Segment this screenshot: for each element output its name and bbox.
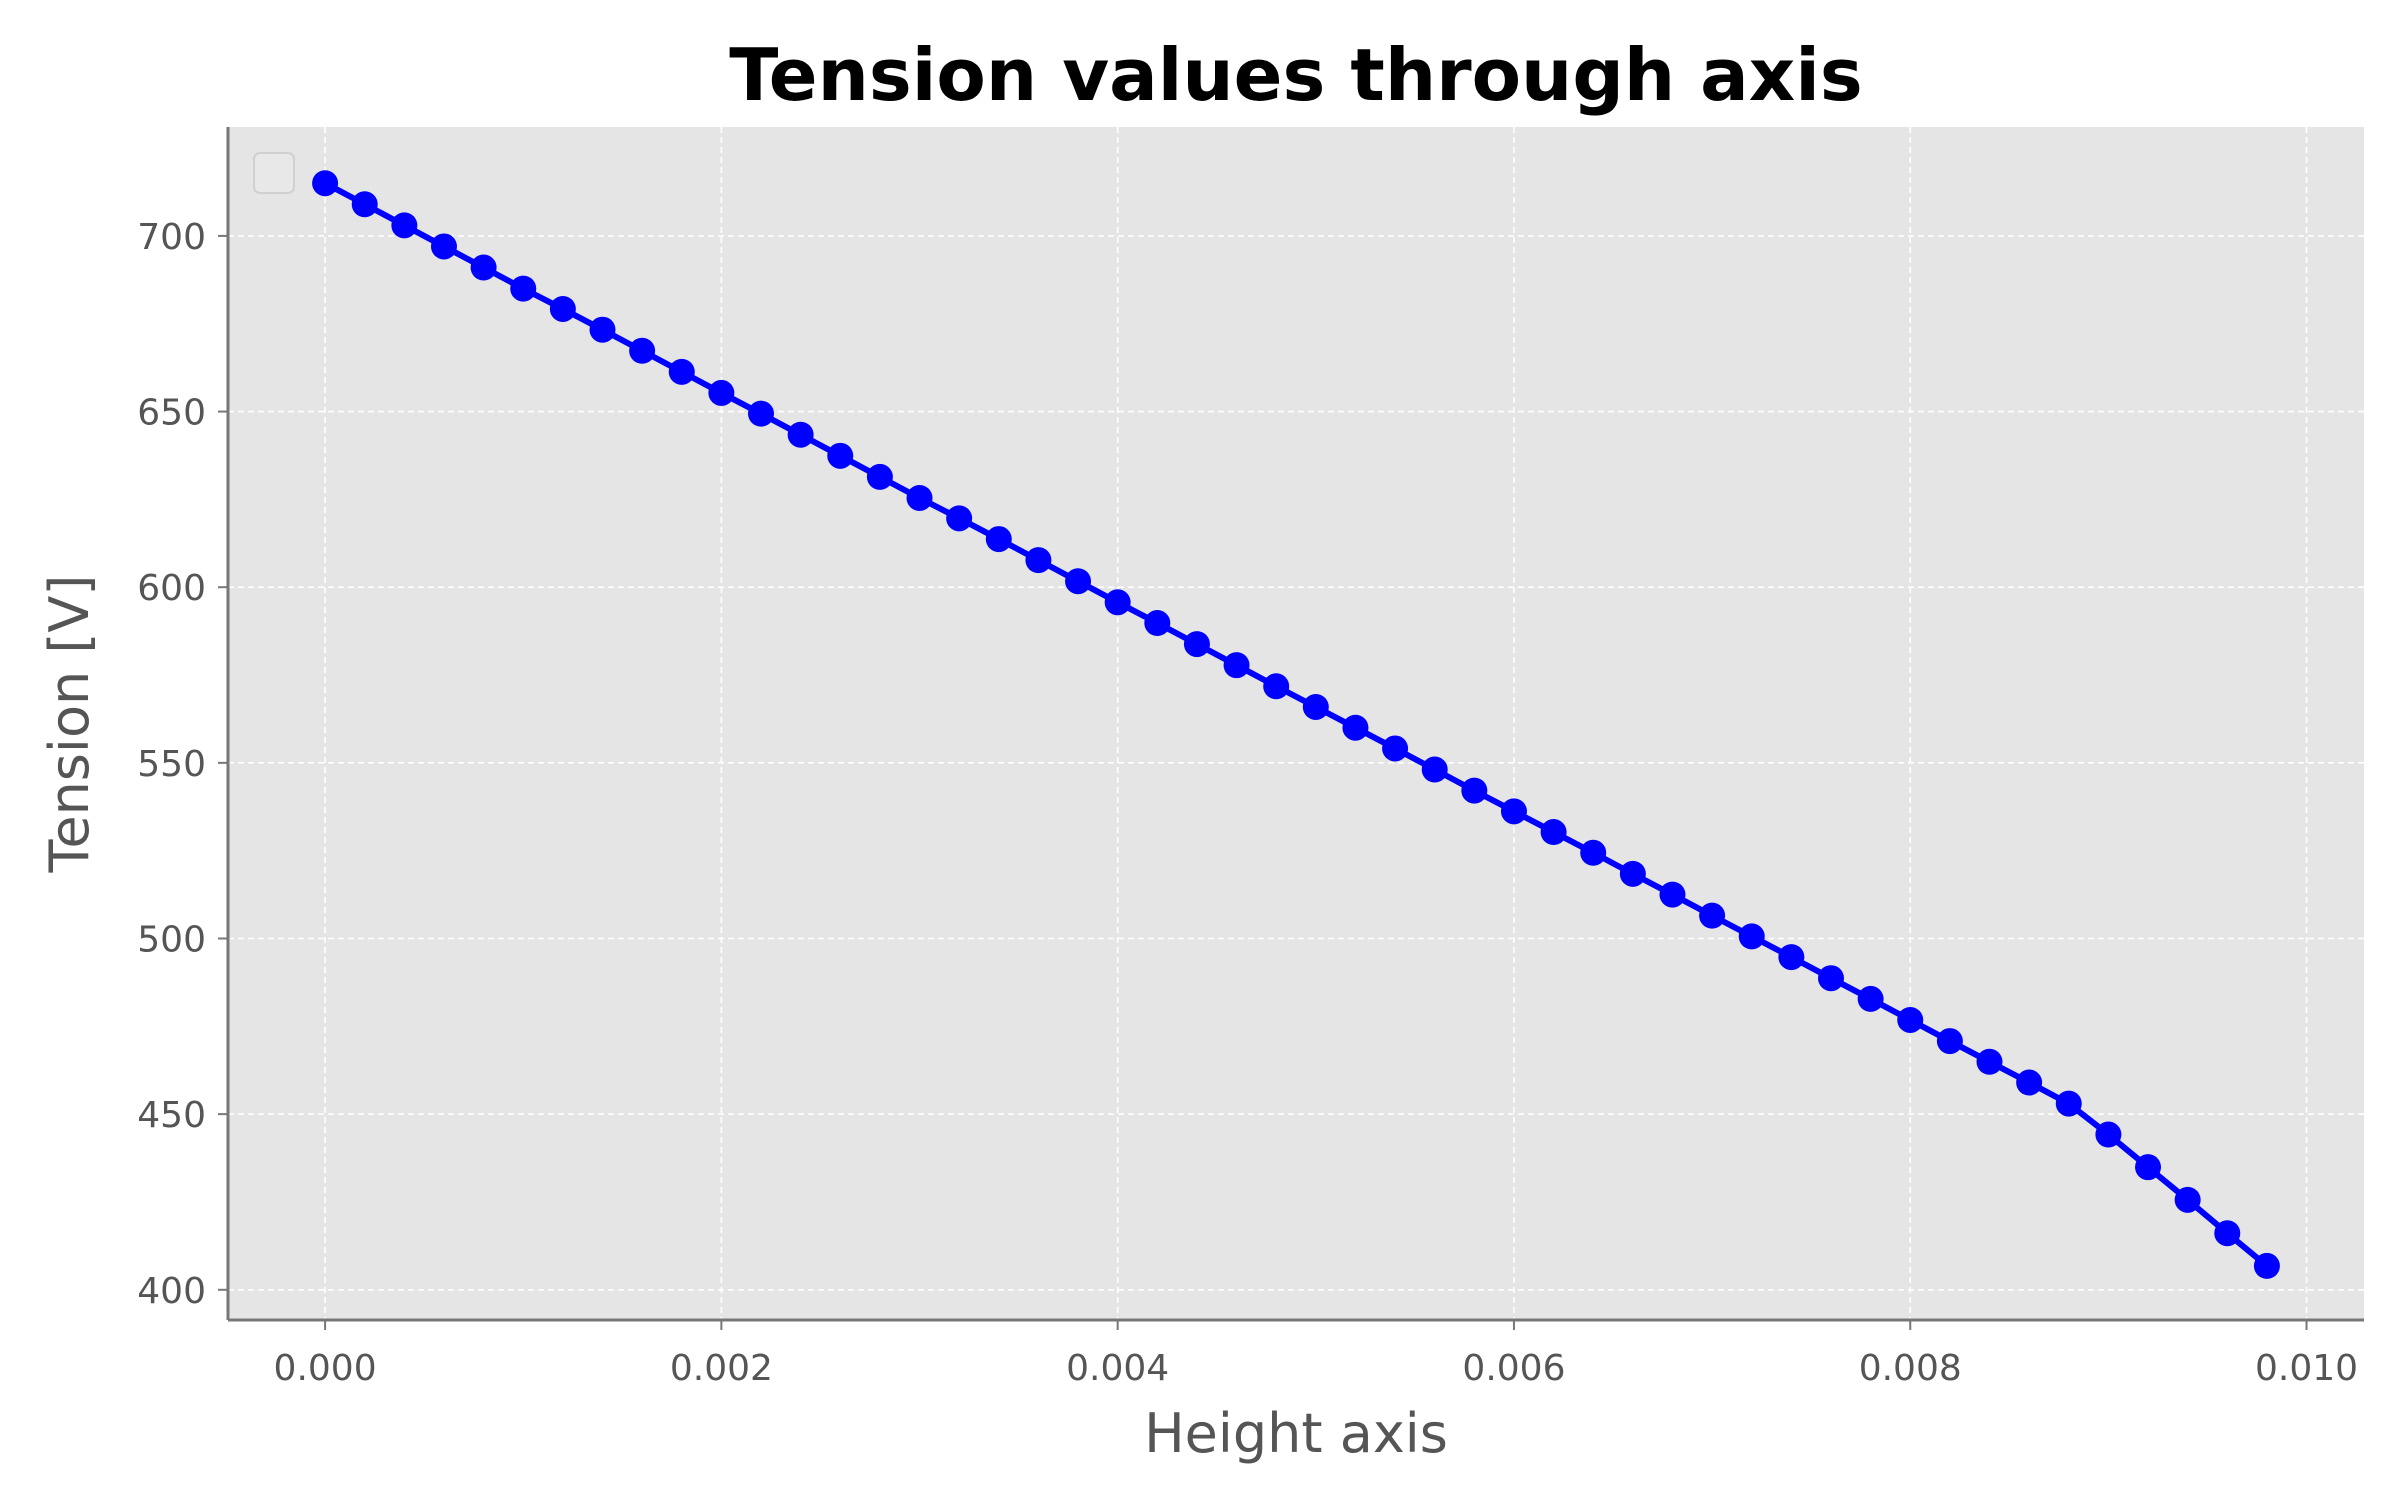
data-point xyxy=(312,170,339,197)
data-point xyxy=(1857,985,1884,1012)
data-point xyxy=(2135,1154,2162,1181)
data-point xyxy=(1263,673,1290,700)
data-point xyxy=(1065,568,1092,595)
y-tick-label: 400 xyxy=(137,1271,206,1312)
data-point xyxy=(1778,944,1805,971)
data-point xyxy=(510,275,537,302)
data-point xyxy=(1382,735,1409,762)
data-point xyxy=(668,358,695,385)
data-point xyxy=(1897,1006,1924,1033)
data-point xyxy=(1936,1028,1963,1055)
y-tick-label: 450 xyxy=(137,1095,206,1136)
data-point xyxy=(2055,1090,2082,1117)
axis-ticks: 0.000 0.002 0.004 0.006 0.008 0.010 400 450 500 5… xyxy=(137,217,2358,1389)
data-point xyxy=(1500,798,1527,825)
x-tick-label: 0.002 xyxy=(670,1348,773,1389)
data-point xyxy=(946,505,973,532)
data-point xyxy=(1461,777,1488,804)
data-point xyxy=(2174,1186,2201,1213)
y-tick-label: 600 xyxy=(137,568,206,609)
data-point xyxy=(430,233,457,260)
data-point xyxy=(1144,610,1171,637)
data-point xyxy=(2095,1121,2122,1148)
plot-area xyxy=(228,127,2364,1320)
data-point xyxy=(2016,1069,2043,1096)
y-tick-label: 700 xyxy=(137,217,206,258)
data-point xyxy=(1302,693,1329,720)
legend xyxy=(253,152,295,194)
data-point xyxy=(1421,756,1448,783)
data-point xyxy=(1540,819,1567,846)
x-axis-label: Height axis xyxy=(1144,1402,1448,1465)
x-tick-label: 0.006 xyxy=(1462,1348,1565,1389)
data-point xyxy=(866,463,893,490)
data-point xyxy=(1025,547,1052,574)
data-point xyxy=(470,254,497,281)
data-point xyxy=(708,379,735,406)
data-point xyxy=(906,484,933,511)
data-point xyxy=(1738,923,1765,950)
data-point xyxy=(1659,881,1686,908)
x-tick-label: 0.000 xyxy=(274,1348,377,1389)
x-tick-label: 0.008 xyxy=(1859,1348,1962,1389)
data-point xyxy=(1817,965,1844,992)
data-point xyxy=(1976,1048,2003,1075)
data-point xyxy=(2253,1252,2280,1279)
data-point xyxy=(748,400,775,427)
data-point xyxy=(391,212,418,239)
chart-title: Tension values through axis xyxy=(729,33,1863,117)
x-tick-label: 0.004 xyxy=(1066,1348,1169,1389)
data-point xyxy=(2214,1220,2241,1247)
y-tick-label: 650 xyxy=(137,393,206,434)
data-point xyxy=(787,421,814,448)
data-point xyxy=(985,526,1012,553)
data-point xyxy=(589,316,616,343)
data-point xyxy=(827,442,854,469)
y-axis-label: Tension [V] xyxy=(38,575,101,874)
data-point xyxy=(1104,589,1131,616)
data-point xyxy=(1699,902,1726,929)
data-point xyxy=(1223,652,1250,679)
y-tick-label: 550 xyxy=(137,744,206,785)
axes-spines xyxy=(226,127,2364,1322)
data-point xyxy=(629,337,656,364)
data-point xyxy=(1342,714,1369,741)
series-line-group xyxy=(312,170,2280,1279)
data-point xyxy=(351,191,378,218)
data-point xyxy=(549,295,576,322)
x-tick-label: 0.010 xyxy=(2255,1348,2358,1389)
legend-box xyxy=(253,152,295,194)
grid-lines xyxy=(228,127,2364,1320)
data-point xyxy=(1183,631,1210,658)
y-tick-label: 500 xyxy=(137,919,206,960)
data-point xyxy=(1580,839,1607,866)
data-point xyxy=(1619,860,1646,887)
